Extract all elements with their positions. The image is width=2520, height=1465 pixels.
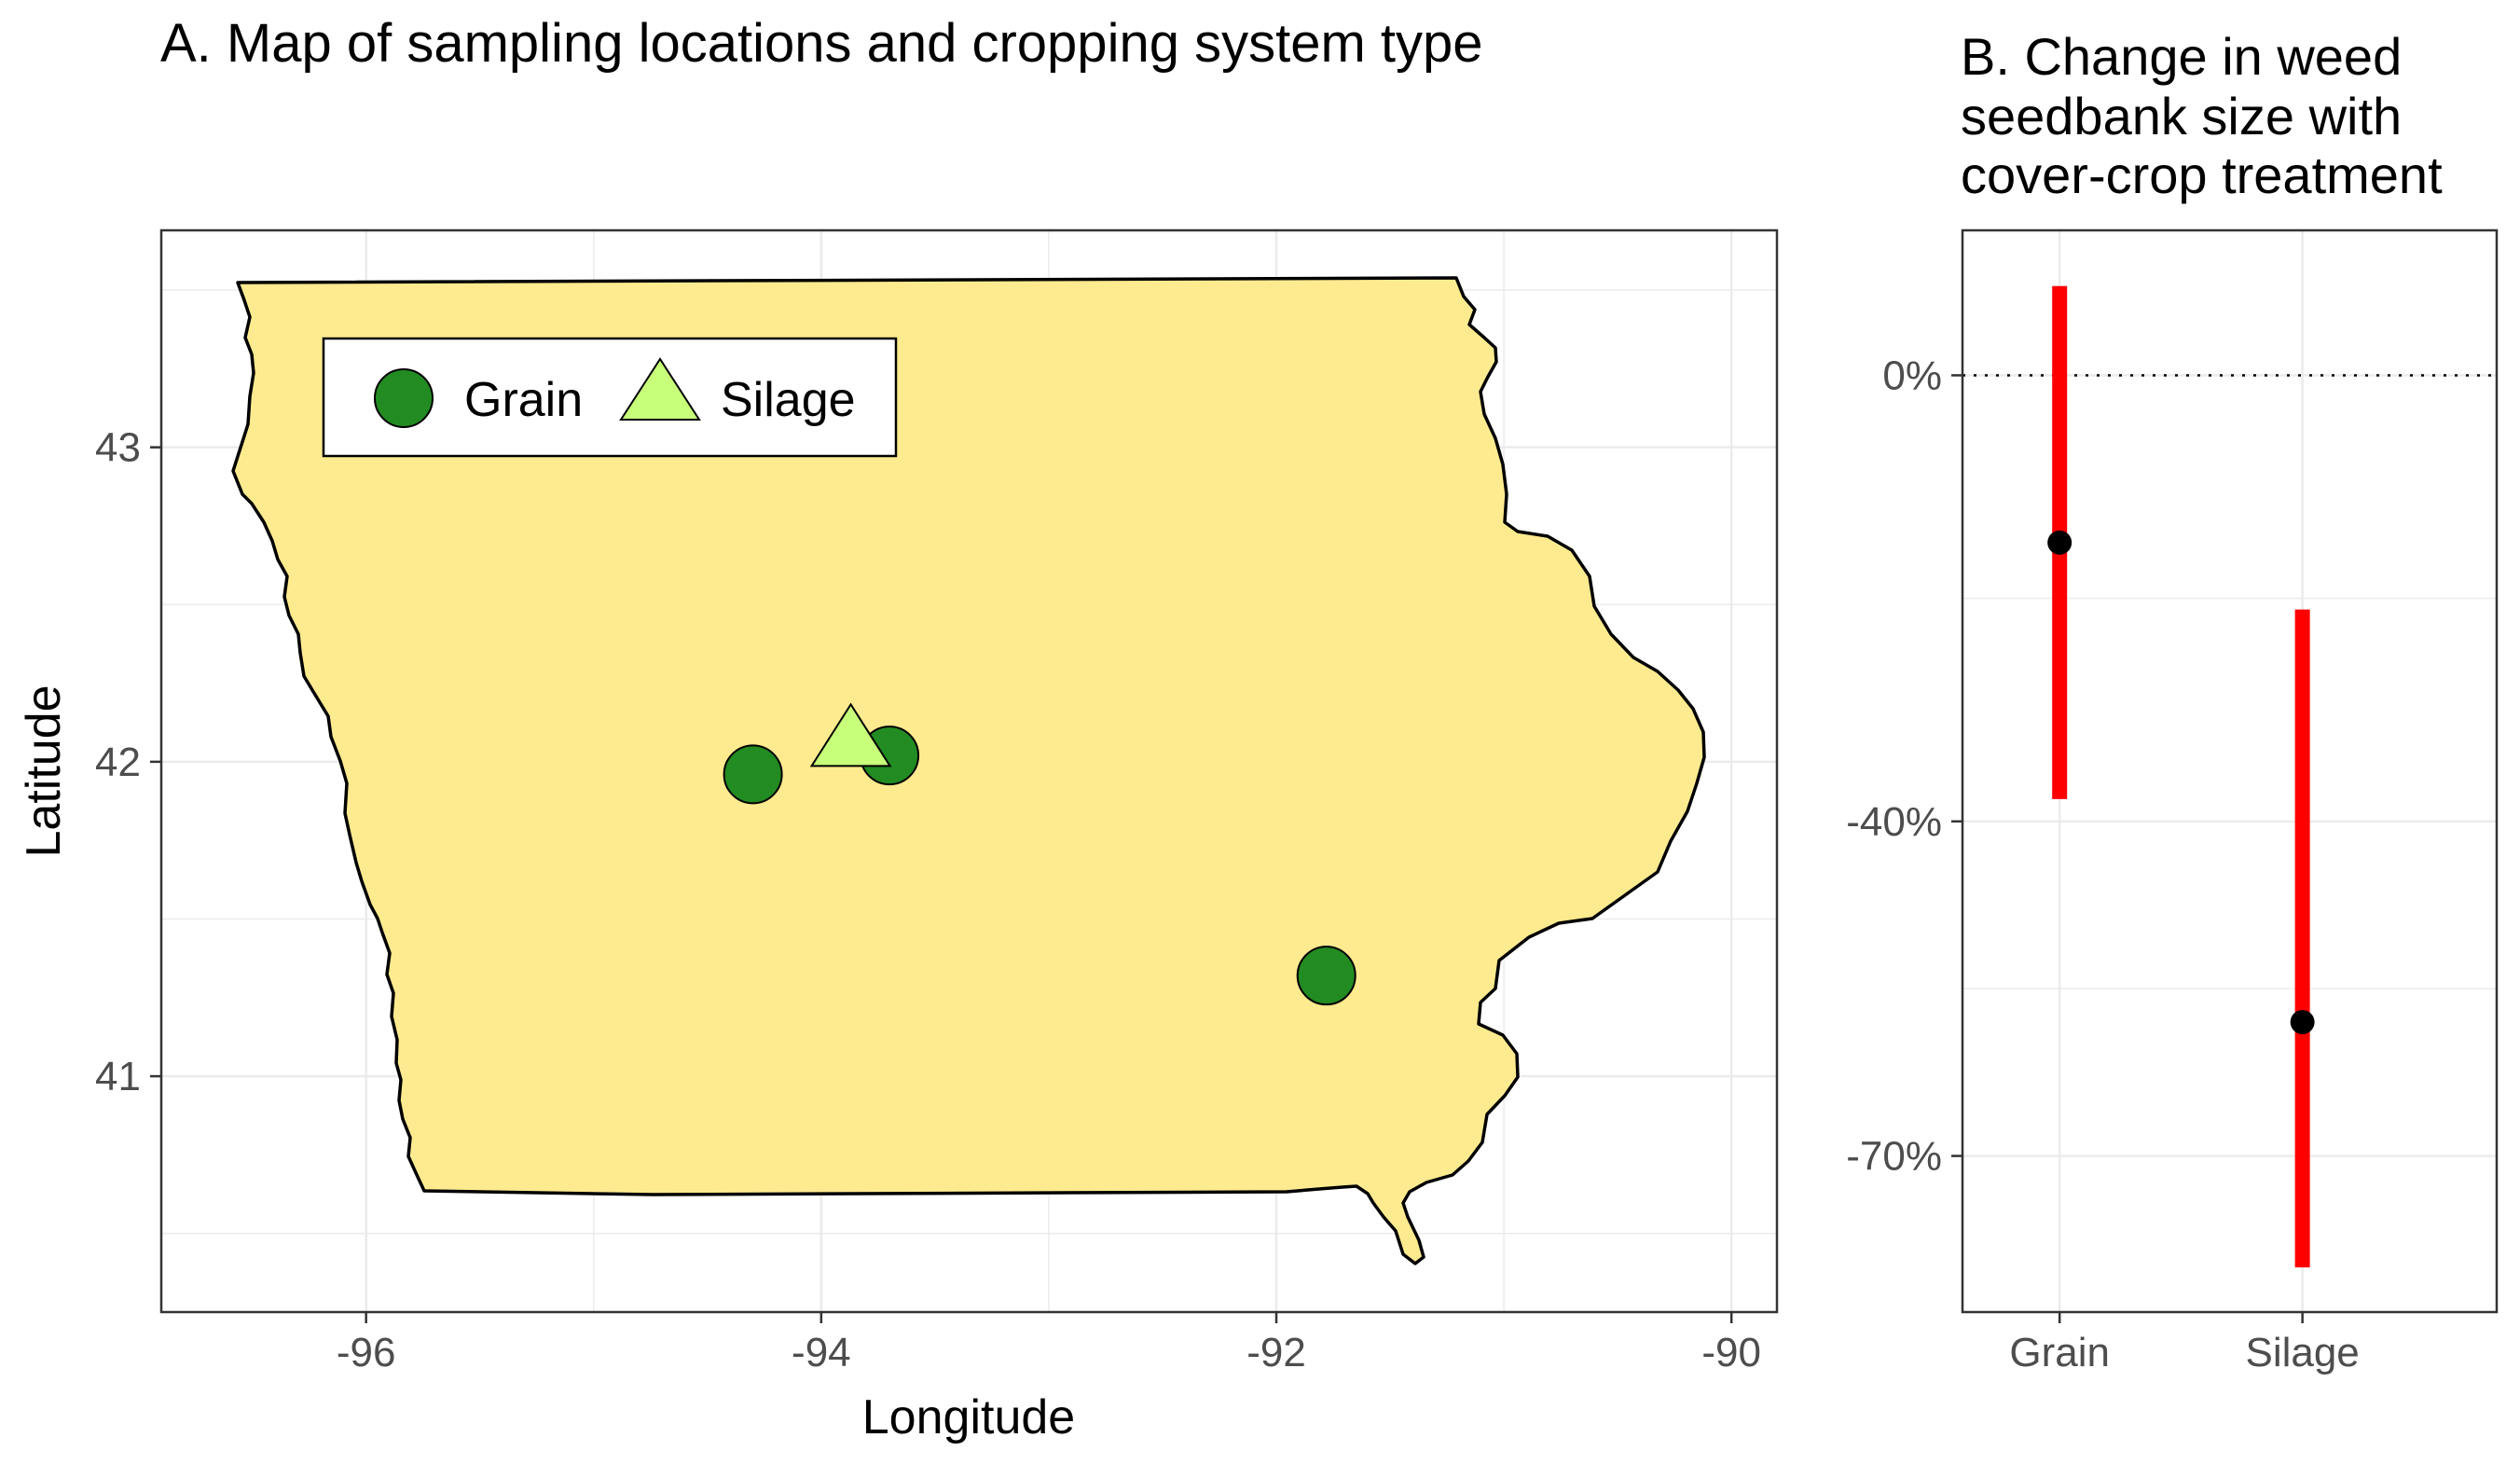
panel-b-title-line-1: B. Change in weed [1961,27,2402,86]
estimate-point [2047,530,2072,555]
panel-a-y-tick-label: 42 [95,739,141,785]
panel-a-y-tick-label: 41 [95,1054,141,1099]
panel-b-title: B. Change in weed seedbank size with cov… [1961,27,2443,204]
legend-silage-label: Silage [721,373,856,427]
panel-a-border [159,228,1779,1314]
panel-b-border [1961,228,2499,1314]
panel-b-y-tick-label: 0% [1882,352,1942,398]
panel-b-axes: 0% -40% -70% Grain Silage [1846,352,2360,1375]
panel-a-y-tick-label: 43 [95,425,141,471]
estimate-point [2290,1010,2315,1035]
legend-grain-circle-icon [374,368,434,428]
panel-b-title-line-3: cover-crop treatment [1961,145,2443,204]
panel-b-y-tick-label: -70% [1846,1134,1942,1180]
panel-a-x-tick-label: -96 [337,1330,396,1375]
panel-a-x-tick-label: -94 [792,1330,851,1375]
panel-b-background [1962,230,2497,1312]
panel-a-axes: -96 -94 -92 -90 41 42 43 [95,425,1761,1375]
panel-b-x-tick-label: Silage [2245,1330,2359,1375]
grain-site-point [1296,946,1356,1006]
panel-b-plot: 0% -40% -70% Grain Silage [1846,228,2499,1375]
panel-b-y-tick-label: -40% [1846,799,1942,845]
panel-a-y-axis-title: Latitude [17,684,71,857]
grain-site-point [723,744,783,805]
panel-a-title: A. Map of sampling locations and croppin… [160,13,1483,74]
panel-a-x-axis-title: Longitude [862,1390,1075,1444]
panel-b-marks [1962,285,2497,1268]
panel-b-title-line-2: seedbank size with [1961,87,2402,145]
panel-a-x-tick-label: -92 [1246,1330,1306,1375]
panel-a-marks [723,702,1356,1006]
silage-site-point [809,702,892,767]
panel-a-x-tick-label: -90 [1701,1330,1761,1375]
panel-a-plot: Grain Silage -96 -94 -92 -90 41 42 43 [95,228,1779,1375]
panel-b-x-tick-label: Grain [2009,1330,2110,1375]
iowa-outline [231,276,1706,1265]
legend-grain-label: Grain [464,373,583,427]
legend: Grain Silage [322,337,898,458]
legend-silage-triangle-icon [619,357,701,421]
